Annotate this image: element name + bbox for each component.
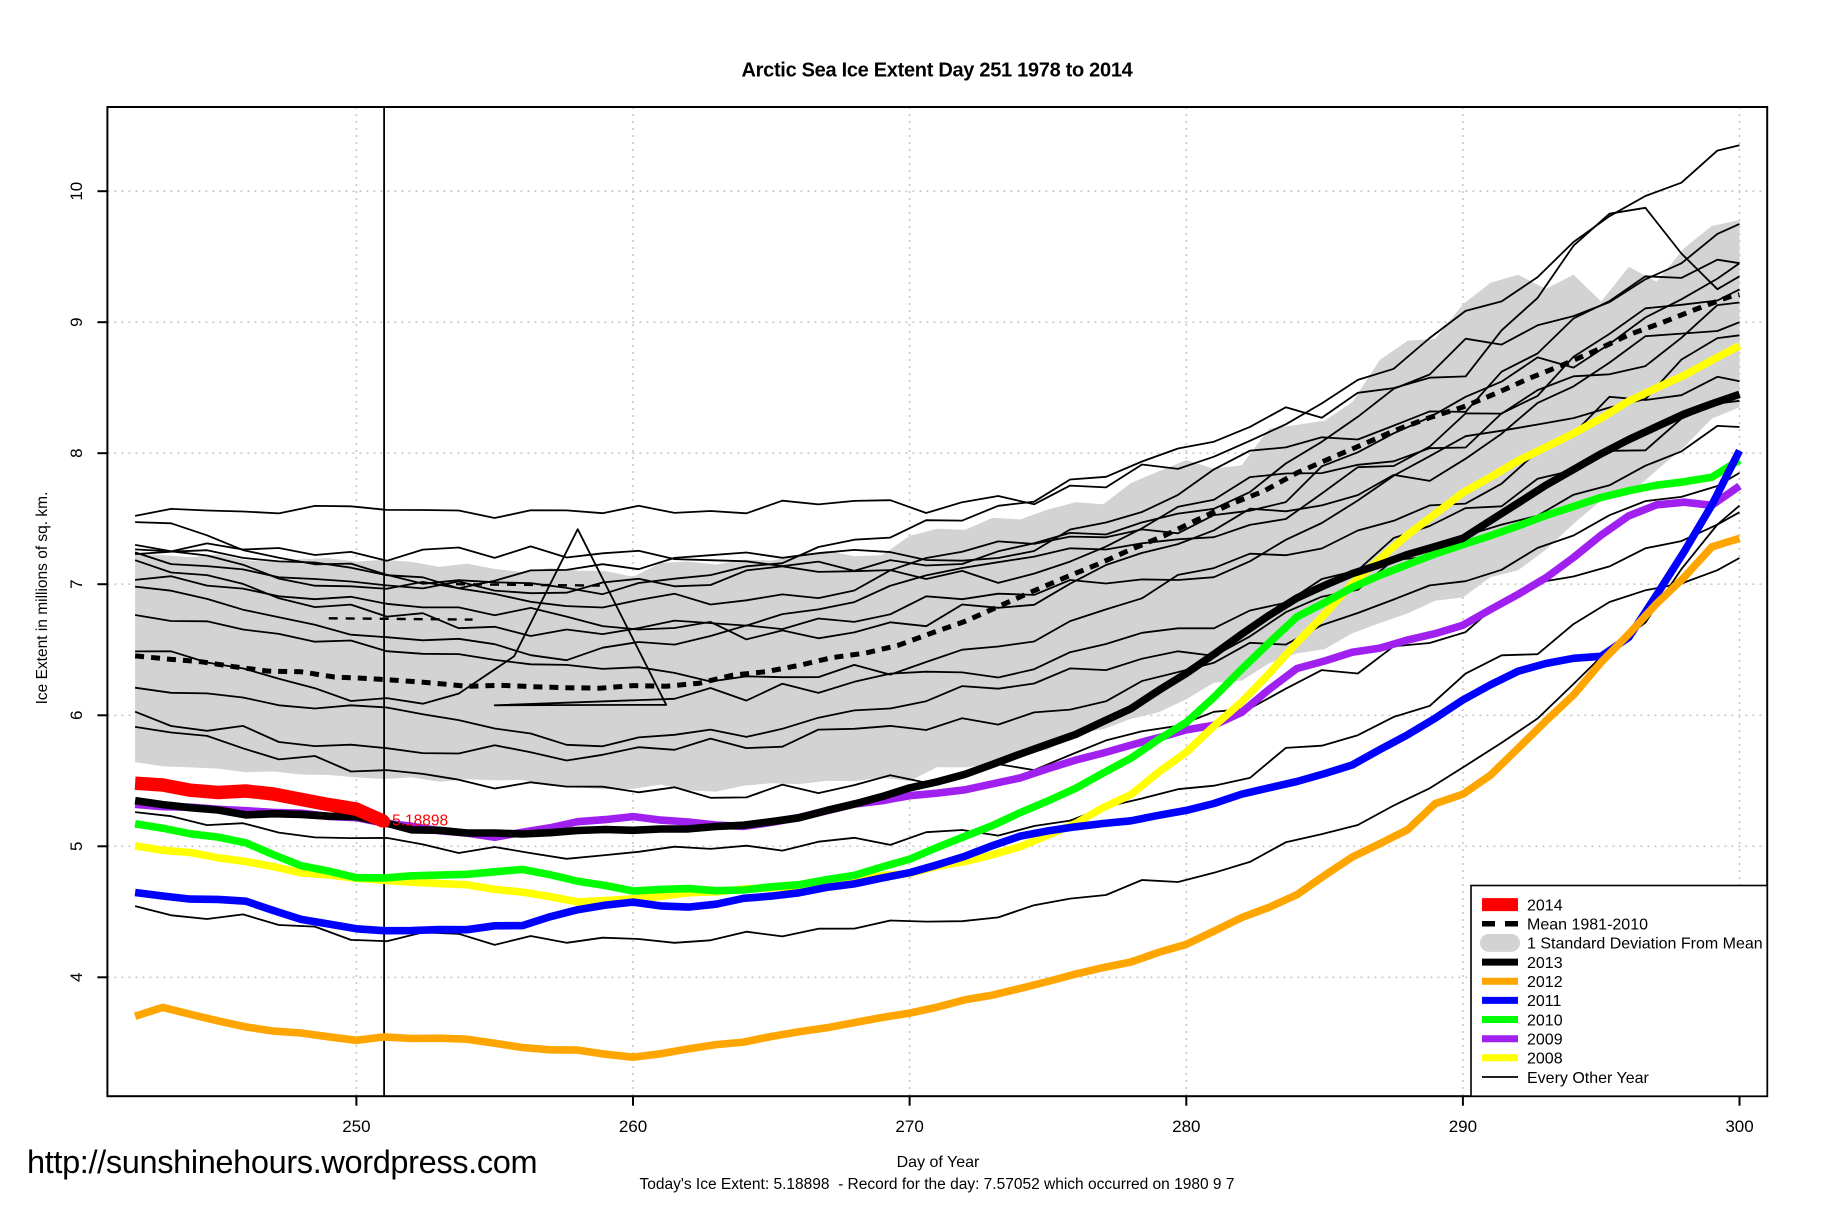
svg-text:5.18898: 5.18898 <box>392 813 448 830</box>
svg-text:6: 6 <box>67 711 86 720</box>
svg-text:5: 5 <box>67 842 86 851</box>
svg-text:Every Other Year: Every Other Year <box>1527 1070 1650 1087</box>
svg-text:2012: 2012 <box>1527 974 1563 991</box>
svg-text:4: 4 <box>67 973 86 982</box>
svg-text:2010: 2010 <box>1527 1012 1563 1029</box>
svg-text:2014: 2014 <box>1527 897 1563 914</box>
svg-text:2009: 2009 <box>1527 1032 1563 1049</box>
svg-text:8: 8 <box>67 448 86 457</box>
svg-text:7: 7 <box>67 579 86 588</box>
svg-text:Today's Ice Extent: 5.18898 -: Today's Ice Extent: 5.18898 - Record for… <box>640 1176 1235 1193</box>
svg-text:2008: 2008 <box>1527 1051 1563 1068</box>
svg-text:1 Standard Deviation From Mean: 1 Standard Deviation From Mean <box>1527 936 1763 953</box>
svg-text:280: 280 <box>1172 1117 1200 1136</box>
svg-text:2013: 2013 <box>1527 955 1563 972</box>
svg-text:Arctic Sea Ice Extent Day 251: Arctic Sea Ice Extent Day 251 1978 to 20… <box>742 60 1134 82</box>
svg-text:Day of Year: Day of Year <box>897 1154 980 1171</box>
svg-text:http://sunshinehours.wordpress: http://sunshinehours.wordpress.com <box>27 1144 537 1180</box>
svg-text:10: 10 <box>67 182 86 201</box>
svg-text:2011: 2011 <box>1527 993 1562 1010</box>
svg-text:9: 9 <box>67 317 86 326</box>
svg-text:270: 270 <box>895 1117 923 1136</box>
svg-text:290: 290 <box>1449 1117 1477 1136</box>
svg-text:260: 260 <box>619 1117 647 1136</box>
svg-text:Ice Extent in millions of sq.: Ice Extent in millions of sq. km. <box>34 492 51 705</box>
svg-text:250: 250 <box>342 1117 370 1136</box>
svg-text:Mean 1981-2010: Mean 1981-2010 <box>1527 917 1648 934</box>
svg-text:300: 300 <box>1725 1117 1753 1136</box>
